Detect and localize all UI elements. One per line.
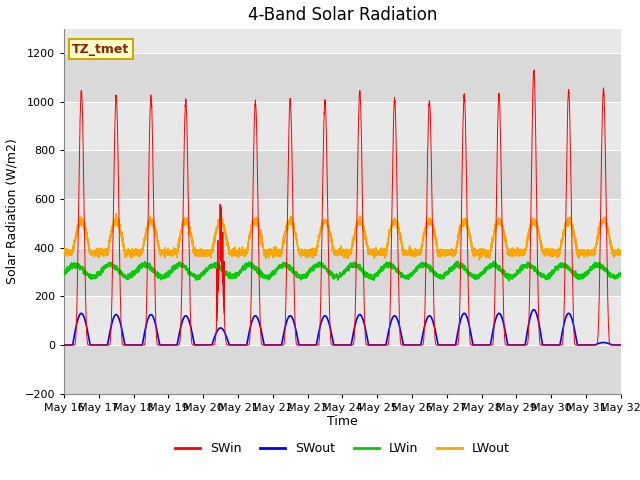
Bar [64, 296, 621, 345]
Y-axis label: Solar Radiation (W/m2): Solar Radiation (W/m2) [6, 138, 19, 284]
Bar [64, 345, 621, 394]
X-axis label: Time: Time [327, 415, 358, 429]
Title: 4-Band Solar Radiation: 4-Band Solar Radiation [248, 6, 437, 24]
Bar [64, 199, 621, 248]
Legend: SWin, SWout, LWin, LWout: SWin, SWout, LWin, LWout [170, 437, 515, 460]
Bar [64, 248, 621, 296]
Bar [64, 150, 621, 199]
Bar [64, 53, 621, 102]
Text: TZ_tmet: TZ_tmet [72, 43, 130, 56]
Bar [64, 102, 621, 150]
